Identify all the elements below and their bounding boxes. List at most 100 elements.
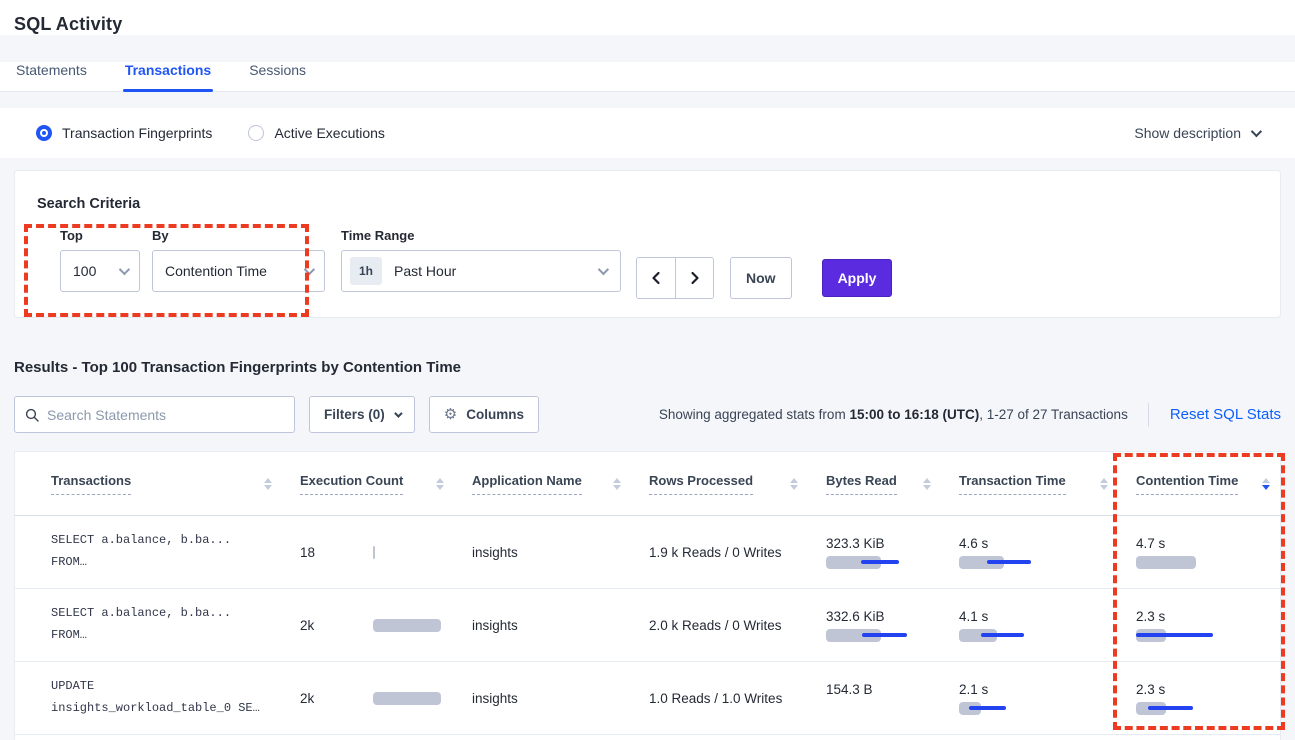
top-label: Top [60,228,83,243]
table-row: SELECT a.balance, b.ba... FROM… 2k insigh… [15,589,1280,662]
radio-active-executions[interactable]: Active Executions [248,125,385,141]
transaction-time-bar [959,701,1071,715]
rows-processed-cell: 2.0 k Reads / 0 Writes [649,617,782,633]
sort-icon[interactable] [436,477,444,490]
application-name-cell: insights [472,617,518,633]
show-description-toggle[interactable]: Show description [1134,125,1263,141]
by-label: By [152,228,169,243]
tab-transactions[interactable]: Transactions [122,62,214,92]
radio-label: Transaction Fingerprints [62,125,213,141]
time-range-value: Past Hour [394,263,457,279]
contention-time-bar [1136,701,1248,715]
by-select[interactable]: Contention Time [152,250,325,292]
page-header: SQL Activity [0,0,1295,35]
filters-button[interactable]: Filters (0) [309,396,415,433]
now-button[interactable]: Now [730,257,792,299]
apply-button[interactable]: Apply [821,259,893,297]
execution-count-cell: 2k [300,691,472,706]
top-select-value: 100 [73,263,97,279]
results-heading: Results - Top 100 Transaction Fingerprin… [14,359,462,376]
by-select-value: Contention Time [165,263,267,279]
execution-count-bar [373,545,453,559]
transaction-time-bar [959,555,1071,569]
sort-icon[interactable] [613,477,621,490]
sort-icon[interactable] [923,477,931,490]
top-select[interactable]: 100 [60,250,140,292]
bytes-read-cell: 323.3 KiB [826,536,959,569]
sort-icon-active-desc[interactable] [1262,477,1270,490]
transaction-fingerprint-link[interactable]: UPDATE insights_workload_table_0 SE… [51,679,260,715]
contention-time-bar [1136,555,1248,569]
bytes-read-cell: 154.3 B [826,682,959,715]
rows-processed-cell: 1.0 Reads / 1.0 Writes [649,690,783,706]
execution-count-cell: 2k [300,618,472,633]
sort-icon[interactable] [790,477,798,490]
table-row: UPDATE insights_workload_table_0 SE… 2k i… [15,662,1280,735]
transactions-table: Transactions Execution Count Application… [14,451,1281,740]
reset-sql-stats-link[interactable]: Reset SQL Stats [1147,402,1281,427]
time-range-select[interactable]: 1h Past Hour [341,250,621,292]
chevron-right-icon [690,271,699,285]
stats-summary: Showing aggregated stats from 15:00 to 1… [658,407,1128,422]
chevron-left-icon [652,271,660,285]
sort-icon[interactable] [264,477,272,490]
transaction-time-cell: 2.1 s [959,682,1136,715]
stats-area: Showing aggregated stats from 15:00 to 1… [658,402,1281,427]
bytes-read-bar [826,628,938,642]
transaction-fingerprint-link[interactable]: SELECT a.balance, b.ba... FROM… [51,533,232,569]
bytes-read-bar [826,702,938,715]
header-transaction-time[interactable]: Transaction Time [959,473,1136,495]
header-contention-time[interactable]: Contention Time [1136,473,1280,495]
chevron-down-icon [1250,125,1263,138]
columns-label: Columns [466,407,524,422]
columns-button[interactable]: ⚙ Columns [428,396,539,433]
radio-unselected-icon [248,125,265,141]
transaction-fingerprint-link[interactable]: SELECT a.balance, b.ba... FROM… [51,606,232,642]
search-input[interactable] [47,406,284,423]
transaction-time-cell: 4.6 s [959,536,1136,569]
results-toolbar: Filters (0) ⚙ Columns Showing aggregated… [14,396,1281,433]
execution-count-bar [373,691,453,705]
header-rows-processed[interactable]: Rows Processed [649,473,826,495]
bytes-read-cell: 332.6 KiB [826,609,959,642]
filters-label: Filters (0) [324,407,385,422]
view-mode-radios: Transaction Fingerprints Active Executio… [36,125,385,141]
bytes-read-bar [826,555,938,569]
transaction-time-cell: 4.1 s [959,609,1136,642]
search-criteria-card: Search Criteria Top 100 By Contention Ti… [14,170,1281,318]
chevron-down-icon [597,263,610,276]
next-time-button[interactable] [675,258,713,298]
execution-count-cell: 18 [300,545,472,560]
search-criteria-fields: Top 100 By Contention Time Time Range 1h… [37,228,1258,299]
sort-icon[interactable] [1100,477,1108,490]
search-icon [25,408,39,422]
header-transactions[interactable]: Transactions [51,473,300,495]
show-description-label: Show description [1134,125,1241,141]
chevron-down-icon [303,263,316,276]
tab-bar: Statements Transactions Sessions [0,62,1295,92]
header-application-name[interactable]: Application Name [472,473,649,495]
time-range-label: Time Range [341,228,415,243]
tab-statements[interactable]: Statements [16,62,87,78]
radio-label: Active Executions [274,125,385,141]
radio-selected-icon [36,125,52,141]
previous-time-button[interactable] [637,258,675,298]
header-bytes-read[interactable]: Bytes Read [826,473,959,495]
tab-sessions[interactable]: Sessions [249,62,307,78]
contention-time-cell: 2.3 s [1136,682,1280,715]
contention-time-bar [1136,628,1248,642]
execution-count-bar [373,618,453,632]
page-title: SQL Activity [14,14,123,34]
rows-processed-cell: 1.9 k Reads / 0 Writes [649,544,782,560]
contention-time-cell: 2.3 s [1136,609,1280,642]
chevron-down-icon [393,408,403,418]
gear-icon: ⚙ [443,406,458,423]
header-execution-count[interactable]: Execution Count [300,473,472,495]
search-statements-field [14,396,295,433]
transaction-time-bar [959,628,1071,642]
time-range-badge: 1h [350,257,383,285]
table-header-row: Transactions Execution Count Application… [15,452,1280,516]
radio-transaction-fingerprints[interactable]: Transaction Fingerprints [36,125,212,141]
contention-time-cell: 4.7 s [1136,536,1280,569]
